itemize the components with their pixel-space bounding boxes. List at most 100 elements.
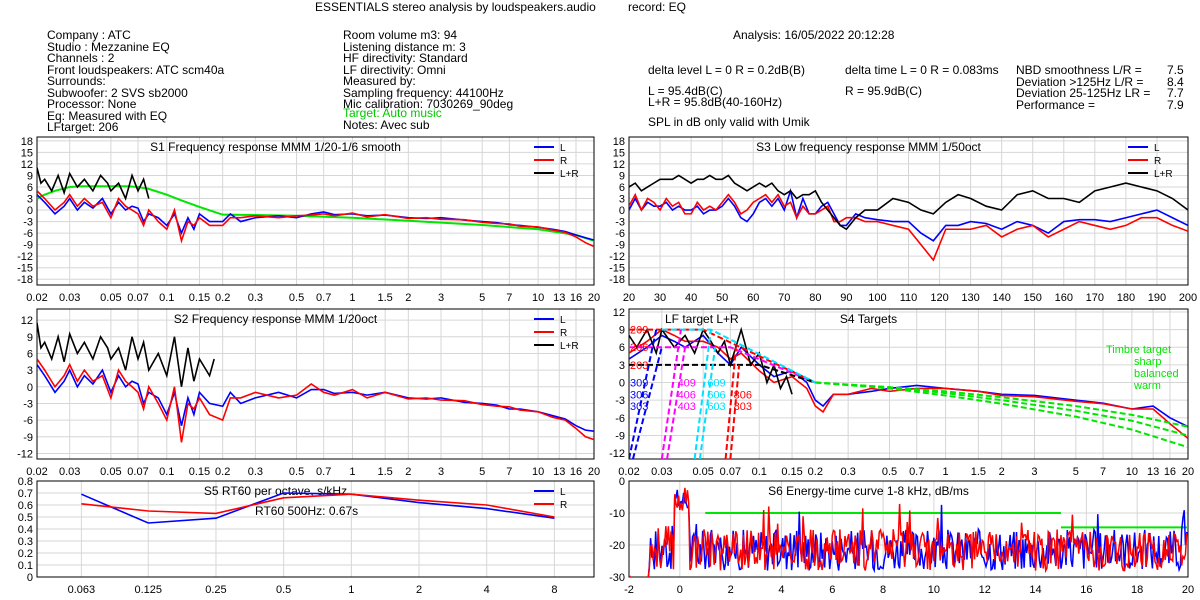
x-tick-label: 6	[829, 584, 835, 596]
lf-target-tag: 203	[630, 360, 648, 372]
y-tick-label: 12	[613, 307, 625, 319]
lf-target-tag: 606	[707, 389, 725, 401]
series-line-lf-806	[724, 347, 737, 459]
y-tick-label: 12	[21, 315, 33, 327]
x-tick-label: 70	[778, 292, 790, 304]
timbre-label: warm	[1133, 380, 1161, 392]
legend-label: L	[560, 487, 566, 498]
y-tick-label: -20	[609, 540, 625, 552]
info-left-line: Front loudspeakers: ATC scm40a	[47, 62, 225, 77]
x-tick-label: 1	[943, 466, 949, 478]
lf-target-label: LF target L+R	[665, 312, 739, 326]
y-tick-label: 6	[27, 348, 33, 360]
y-tick-label: 9	[27, 170, 33, 182]
y-tick-label: -3	[23, 398, 33, 410]
x-tick-label: 1.5	[377, 292, 392, 304]
x-tick-label: 0.2	[215, 466, 230, 478]
series-group	[37, 167, 594, 248]
metric-value: 8.4	[1167, 74, 1184, 89]
y-tick-label: 0.2	[18, 548, 33, 560]
y-tick-label: -9	[615, 430, 625, 442]
x-tick-label: 16	[570, 292, 582, 304]
x-tick-label: 2	[999, 466, 1005, 478]
notes-label: Notes: Avec sub	[343, 118, 430, 132]
x-tick-label: 0.07	[127, 292, 148, 304]
x-tick-label: 8	[551, 584, 557, 596]
series-line-lf-403	[666, 347, 687, 459]
x-tick-label: 50	[716, 292, 728, 304]
x-tick-label: 30	[654, 292, 666, 304]
legend-label: R	[560, 156, 567, 167]
x-tick-label: 0.02	[26, 466, 47, 478]
x-tick-label: 0.05	[100, 292, 121, 304]
x-tick-label: 2	[405, 292, 411, 304]
plot-frame	[36, 480, 595, 578]
y-tick-label: 9	[619, 325, 625, 337]
series-line-r	[629, 487, 1188, 577]
x-tick-label: 4	[778, 584, 784, 596]
x-tick-label: 0.5	[276, 584, 291, 596]
info-mid-line: Listening distance m: 3	[343, 39, 466, 54]
y-tick-label: -18	[17, 274, 33, 286]
metric-value: 7.5	[1167, 63, 1184, 77]
info-left-line: Studio : Mezzanine EQ	[47, 39, 170, 54]
delta-level: delta level L = 0 R = 0.2dB(B)	[648, 63, 805, 77]
y-tick-label: -12	[609, 448, 625, 460]
chart-s3: 20 30 40 50 60 70 80 90 100 110 120 130 140 150 160 170…	[609, 136, 1197, 304]
x-tick-label: 1	[349, 466, 355, 478]
x-tick-label: 10	[532, 466, 544, 478]
analysis-date: Analysis: 16/05/2022 20:12:28	[733, 28, 895, 42]
x-tick-label: 0.7	[316, 466, 331, 478]
legend-label: R	[560, 328, 567, 339]
legend-label: R	[560, 500, 567, 511]
x-tick-label: 0.125	[135, 584, 163, 596]
info-mid-line: Sampling frequency: 44100Hz	[343, 85, 504, 100]
info-mid-line: Room volume m3: 94	[343, 28, 458, 42]
lf-target-tag: 206	[630, 342, 648, 354]
y-tick-label: -6	[615, 228, 625, 240]
x-tick-label: 0.1	[159, 292, 174, 304]
series-line-r	[629, 328, 1188, 440]
x-tick-label: 5	[479, 292, 485, 304]
y-tick-label: 6	[619, 182, 625, 194]
x-tick-label: 1	[349, 292, 355, 304]
series-line-l-r	[37, 167, 150, 201]
x-tick-label: 0.063	[68, 584, 96, 596]
chart-title: S5 RT60 per octave, s/kHz	[204, 484, 347, 498]
x-tick-label: 1	[348, 584, 354, 596]
y-tick-label: -18	[609, 274, 625, 286]
x-tick-label: 3	[438, 466, 444, 478]
x-tick-label: 0.5	[289, 466, 304, 478]
x-tick-label: 170	[1086, 292, 1104, 304]
x-tick-label: 1.5	[377, 466, 392, 478]
info-left-line: LFtarget: 206	[47, 120, 119, 134]
y-tick-label: -9	[615, 240, 625, 252]
x-tick-label: 0.03	[651, 466, 672, 478]
metric-label: NBD smoothness L/R =	[1016, 63, 1142, 77]
y-tick-label: 6	[27, 182, 33, 194]
x-tick-label: 0.3	[248, 466, 263, 478]
x-tick-label: 0.2	[808, 466, 823, 478]
page-title: ESSENTIALS stereo analysis by loudspeake…	[315, 0, 596, 14]
y-tick-label: -15	[17, 263, 33, 275]
timbre-label: sharp	[1134, 356, 1162, 368]
y-tick-label: 3	[27, 365, 33, 377]
x-tick-label: 0.5	[882, 466, 897, 478]
y-tick-label: -12	[17, 448, 33, 460]
x-tick-label: 3	[438, 292, 444, 304]
x-tick-label: 80	[809, 292, 821, 304]
y-tick-label: -3	[615, 217, 625, 229]
x-tick-label: 130	[961, 292, 979, 304]
x-tick-label: 0.2	[215, 292, 230, 304]
lf-target-tag: 803	[734, 401, 752, 413]
x-tick-label: 8	[880, 584, 886, 596]
y-tick-label: -3	[23, 217, 33, 229]
x-tick-label: 2	[728, 584, 734, 596]
x-tick-label: 100	[868, 292, 886, 304]
x-tick-label: 180	[1117, 292, 1135, 304]
info-left-line: Processor: None	[47, 97, 137, 111]
y-tick-label: 0.4	[18, 524, 33, 536]
y-tick-label: 18	[21, 136, 33, 148]
y-tick-label: -12	[609, 251, 625, 263]
